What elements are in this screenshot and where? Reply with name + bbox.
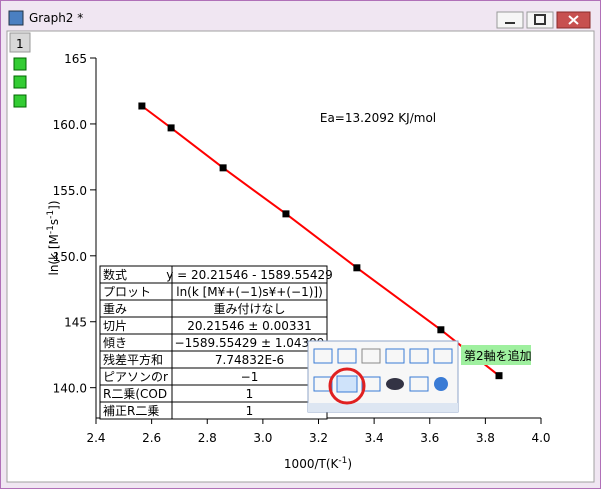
lock-icon[interactable] bbox=[13, 94, 27, 108]
table-cell-text: 数式 bbox=[103, 267, 127, 282]
layer-tab-label: 1 bbox=[16, 37, 24, 51]
y-tick-label: 160.0 bbox=[53, 118, 87, 132]
marker bbox=[282, 210, 290, 218]
x-tick-label: 2.8 bbox=[198, 431, 217, 445]
tool-button[interactable] bbox=[409, 376, 429, 392]
table-cell-text: 補正R二乗 bbox=[103, 404, 159, 418]
minimize-button[interactable] bbox=[496, 11, 524, 29]
marker bbox=[437, 326, 445, 334]
tool-button[interactable] bbox=[337, 348, 357, 364]
fit-table: 数式 y = 20.21546 - 1589.55429 プロット ln(k [M¥+… bbox=[99, 265, 333, 420]
x-tick-label: 2.4 bbox=[86, 431, 105, 445]
table-cell-text: y = 20.21546 - 1589.55429 bbox=[166, 268, 333, 282]
layer-tab[interactable] bbox=[9, 32, 31, 53]
title-part: ) bbox=[347, 457, 352, 471]
tool-button[interactable] bbox=[409, 348, 429, 364]
add-second-axis-button[interactable] bbox=[336, 375, 358, 393]
x-tick-label: 4.0 bbox=[531, 431, 550, 445]
window-icon bbox=[8, 10, 24, 26]
table-cell-text: プロット bbox=[103, 285, 151, 299]
maximize-button[interactable] bbox=[526, 11, 554, 29]
x-tick-label: 3.8 bbox=[476, 431, 495, 445]
table-cell-text: 7.74832E-6 bbox=[215, 353, 284, 367]
title-part: s bbox=[47, 219, 61, 225]
plot: 2.4 2.6 2.8 3.0 3.2 3.4 3.6 3.8 4.0 140.0 145 150.0… bbox=[46, 52, 551, 471]
x-tick-label: 3.0 bbox=[253, 431, 272, 445]
table-cell-text: 重み付けなし bbox=[213, 302, 285, 316]
tool-button[interactable] bbox=[386, 378, 404, 390]
table-cell-text: 20.21546 ± 0.00331 bbox=[187, 319, 312, 333]
marker bbox=[138, 102, 146, 110]
highlight-circle bbox=[328, 367, 366, 405]
x-tick-label: 3.4 bbox=[365, 431, 384, 445]
title-part: -1 bbox=[338, 456, 347, 466]
table-cell-text: 1 bbox=[246, 404, 254, 418]
y-tick-label: 150.0 bbox=[53, 250, 87, 264]
tooltip-text: 第2軸を追加 bbox=[464, 348, 532, 363]
table-cell-text: 切片 bbox=[103, 319, 127, 333]
tool-button[interactable] bbox=[361, 376, 381, 392]
tool-button[interactable] bbox=[313, 348, 333, 364]
title-part: 1000/T(K bbox=[284, 457, 340, 471]
x-axis-title: 1000/T(K-1) bbox=[284, 456, 352, 471]
y-tick-label: 145 bbox=[64, 316, 87, 330]
toolbar-footer bbox=[308, 403, 458, 412]
x-tick-label: 3.6 bbox=[420, 431, 439, 445]
title-part: ]) bbox=[47, 200, 61, 209]
x-tick-label: 2.6 bbox=[142, 431, 161, 445]
title-part: ln(k [M bbox=[47, 234, 61, 275]
lock-icon[interactable] bbox=[13, 75, 27, 89]
toolbar-icons[interactable] bbox=[313, 348, 453, 393]
tool-button[interactable] bbox=[433, 348, 453, 364]
window-title: Graph2 * bbox=[29, 11, 83, 25]
table-cell-text: 重み bbox=[103, 302, 127, 316]
window-buttons[interactable] bbox=[496, 11, 591, 29]
y-tick-label: 155.0 bbox=[53, 184, 87, 198]
x-tick-label: 3.2 bbox=[309, 431, 328, 445]
table-cell-text: −1589.55429 ± 1.04389 bbox=[175, 336, 325, 350]
table-cell-text: ln(k [M¥+(−1)s¥+(−1)]) bbox=[176, 285, 323, 299]
title-part: -1 bbox=[46, 210, 56, 219]
table-cell-text: 1 bbox=[246, 387, 254, 401]
tool-button[interactable] bbox=[434, 377, 448, 391]
y-tick-label: 140.0 bbox=[53, 382, 87, 396]
marker bbox=[353, 264, 361, 272]
table-cell-text: ピアソンのr bbox=[103, 370, 168, 384]
table-cell-text: −1 bbox=[241, 370, 259, 384]
table-cell-text: R二乗(COD bbox=[103, 387, 167, 401]
marker bbox=[167, 124, 175, 132]
mini-toolbar bbox=[307, 340, 459, 413]
lock-icons bbox=[13, 57, 27, 108]
icon bbox=[534, 14, 546, 25]
tool-button[interactable] bbox=[313, 376, 333, 392]
tool-button[interactable] bbox=[385, 348, 405, 364]
annotation: Ea=13.2092 KJ/mol bbox=[320, 111, 436, 125]
y-axis-title: ln(k [M-1s-1]) bbox=[46, 200, 61, 275]
marker bbox=[219, 164, 227, 172]
table-cell-text: 残差平方和 bbox=[103, 352, 163, 367]
marker bbox=[495, 372, 503, 380]
icon bbox=[568, 15, 579, 25]
tooltip bbox=[461, 345, 531, 365]
table-cell-text: 傾き bbox=[103, 336, 127, 350]
y-tick-label: 165 bbox=[64, 52, 87, 66]
title-part: -1 bbox=[46, 225, 56, 234]
tool-button[interactable] bbox=[361, 348, 381, 364]
lock-icon[interactable] bbox=[13, 57, 27, 71]
